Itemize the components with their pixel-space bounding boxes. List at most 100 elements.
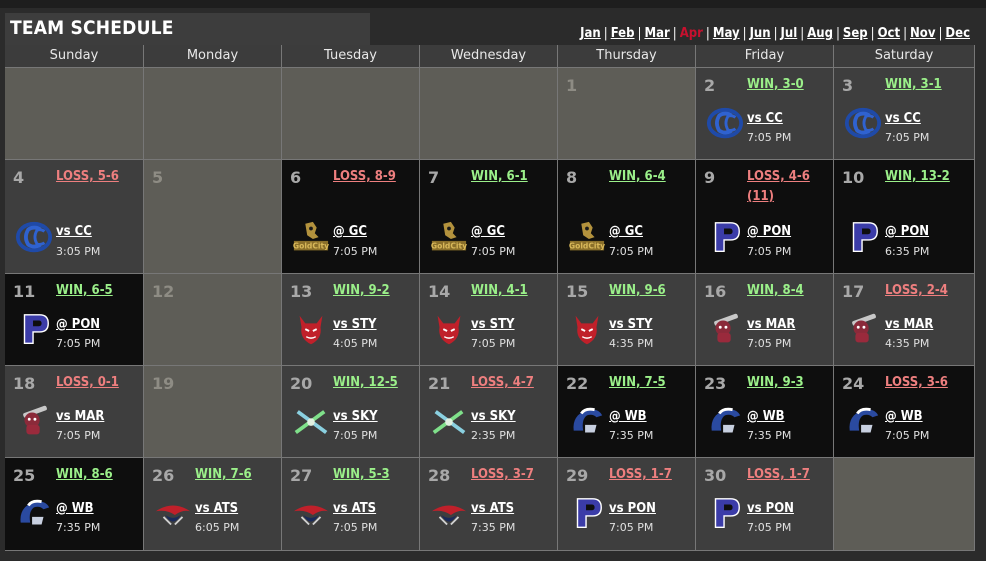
month-link-nov[interactable]: Nov (910, 26, 936, 41)
day-cell-30[interactable]: 30 LOSS, 1-7 vs PON 7:05 PM (696, 458, 833, 550)
opponent-link[interactable]: @ WB (56, 501, 94, 516)
day-cell-10[interactable]: 10 WIN, 13-2 @ PON 6:35 PM (834, 160, 974, 273)
game-result-link[interactable]: LOSS, 4-6 (11) (747, 169, 810, 204)
day-cell-15[interactable]: 15 WIN, 9-6 vs STY 4:35 PM (558, 274, 695, 365)
opponent-link[interactable]: vs STY (471, 317, 515, 332)
weekday-header-friday: Friday (696, 45, 834, 67)
opponent-link[interactable]: vs ATS (333, 501, 377, 516)
opponent-link[interactable]: vs CC (56, 224, 92, 239)
game-result-link[interactable]: WIN, 9-2 (333, 283, 390, 298)
month-link-apr[interactable]: Apr (679, 26, 703, 41)
opponent-link[interactable]: @ WB (747, 409, 785, 424)
month-link-may[interactable]: May (712, 26, 740, 41)
game-result-link[interactable]: LOSS, 1-7 (747, 467, 810, 482)
month-link-jun[interactable]: Jun (749, 26, 771, 41)
game-result-link[interactable]: WIN, 8-6 (56, 467, 113, 482)
opponent-link[interactable]: @ GC (333, 224, 367, 239)
month-link-aug[interactable]: Aug (807, 26, 833, 41)
day-number: 8 (566, 168, 578, 187)
day-cell-3[interactable]: 3 WIN, 3-1 vs CC 7:05 PM (834, 68, 974, 159)
day-cell-7[interactable]: 7 WIN, 6-1 GoldCity @ GC 7:05 PM (420, 160, 557, 273)
game-result-link[interactable]: WIN, 8-4 (747, 283, 804, 298)
opponent-link[interactable]: vs PON (747, 501, 794, 516)
day-cell-1: 1 (558, 68, 695, 159)
day-cell-26[interactable]: 26 WIN, 7-6 vs ATS 6:05 PM (144, 458, 281, 550)
month-link-dec[interactable]: Dec (945, 26, 970, 41)
opponent-link[interactable]: vs SKY (333, 409, 378, 424)
game-result-link[interactable]: WIN, 6-4 (609, 169, 666, 184)
opponent-link[interactable]: @ WB (609, 409, 647, 424)
day-cell-28[interactable]: 28 LOSS, 3-7 vs ATS 7:35 PM (420, 458, 557, 550)
day-cell-14[interactable]: 14 WIN, 4-1 vs STY 7:05 PM (420, 274, 557, 365)
day-cell-2[interactable]: 2 WIN, 3-0 vs CC 7:05 PM (696, 68, 833, 159)
opponent-link[interactable]: vs CC (747, 111, 783, 126)
game-result-link[interactable]: WIN, 6-5 (56, 283, 113, 298)
opponent-link[interactable]: @ PON (747, 224, 792, 239)
game-result-link[interactable]: LOSS, 0-1 (56, 375, 119, 390)
day-cell-8[interactable]: 8 WIN, 6-4 GoldCity @ GC 7:05 PM (558, 160, 695, 273)
day-cell-blank (5, 68, 143, 159)
opponent-link[interactable]: vs STY (333, 317, 377, 332)
day-cell-9[interactable]: 9 LOSS, 4-6 (11) @ PON 7:05 PM (696, 160, 833, 273)
game-result-link[interactable]: WIN, 12-5 (333, 375, 398, 390)
opponent-link[interactable]: @ GC (471, 224, 505, 239)
opponent-link[interactable]: vs SKY (471, 409, 516, 424)
game-result-link[interactable]: WIN, 13-2 (885, 169, 950, 184)
day-cell-16[interactable]: 16 WIN, 8-4 vs MAR 7:05 PM (696, 274, 833, 365)
day-cell-11[interactable]: 11 WIN, 6-5 @ PON 7:05 PM (5, 274, 143, 365)
day-cell-18[interactable]: 18 LOSS, 0-1 vs MAR 7:05 PM (5, 366, 143, 457)
opponent-link[interactable]: vs STY (609, 317, 653, 332)
opponent-link[interactable]: vs MAR (885, 317, 934, 332)
day-cell-23[interactable]: 23 WIN, 9-3 @ WB 7:35 PM (696, 366, 833, 457)
game-result-link[interactable]: WIN, 9-6 (609, 283, 666, 298)
day-cell-27[interactable]: 27 WIN, 5-3 vs ATS 7:05 PM (282, 458, 419, 550)
weekday-header-saturday: Saturday (834, 45, 975, 67)
month-link-jul[interactable]: Jul (780, 26, 798, 41)
month-link-feb[interactable]: Feb (610, 26, 635, 41)
game-result-link[interactable]: WIN, 5-3 (333, 467, 390, 482)
opponent-link[interactable]: @ GC (609, 224, 643, 239)
weekday-header-monday: Monday (144, 45, 282, 67)
month-link-sep[interactable]: Sep (842, 26, 868, 41)
day-cell-21[interactable]: 21 LOSS, 4-7 vs SKY 2:35 PM (420, 366, 557, 457)
opponent-link[interactable]: @ PON (56, 317, 101, 332)
game-result-link[interactable]: WIN, 9-3 (747, 375, 804, 390)
day-cell-25[interactable]: 25 WIN, 8-6 @ WB 7:35 PM (5, 458, 143, 550)
game-result-link[interactable]: WIN, 7-6 (195, 467, 252, 482)
game-result-link[interactable]: WIN, 7-5 (609, 375, 666, 390)
game-result-link[interactable]: WIN, 3-1 (885, 77, 942, 92)
month-link-oct[interactable]: Oct (877, 26, 901, 41)
opponent-link[interactable]: vs MAR (747, 317, 796, 332)
svg-text:GoldCity: GoldCity (569, 241, 605, 250)
day-number: 22 (566, 374, 589, 393)
opponent-link[interactable]: vs CC (885, 111, 921, 126)
game-result-link[interactable]: WIN, 3-0 (747, 77, 804, 92)
day-cell-4[interactable]: 4 LOSS, 5-6 vs CC 3:05 PM (5, 160, 143, 273)
game-result-link[interactable]: LOSS, 2-4 (885, 283, 948, 298)
day-cell-17[interactable]: 17 LOSS, 2-4 vs MAR 4:35 PM (834, 274, 974, 365)
day-cell-24[interactable]: 24 LOSS, 3-6 @ WB 7:05 PM (834, 366, 974, 457)
opponent-link[interactable]: vs MAR (56, 409, 105, 424)
game-time: 7:05 PM (885, 429, 930, 442)
month-link-mar[interactable]: Mar (644, 26, 670, 41)
game-result-link[interactable]: WIN, 6-1 (471, 169, 528, 184)
game-result-link[interactable]: LOSS, 5-6 (56, 169, 119, 184)
game-result-link[interactable]: LOSS, 4-7 (471, 375, 534, 390)
game-time: 7:05 PM (747, 521, 792, 534)
opponent-link[interactable]: @ WB (885, 409, 923, 424)
opponent-link[interactable]: vs PON (609, 501, 656, 516)
day-cell-6[interactable]: 6 LOSS, 8-9 GoldCity @ GC 7:05 PM (282, 160, 419, 273)
game-result-link[interactable]: WIN, 4-1 (471, 283, 528, 298)
day-cell-13[interactable]: 13 WIN, 9-2 vs STY 4:05 PM (282, 274, 419, 365)
game-result-link[interactable]: LOSS, 3-7 (471, 467, 534, 482)
opponent-link[interactable]: vs ATS (471, 501, 515, 516)
game-result-link[interactable]: LOSS, 8-9 (333, 169, 396, 184)
opponent-link[interactable]: @ PON (885, 224, 930, 239)
month-link-jan[interactable]: Jan (580, 26, 601, 41)
day-cell-20[interactable]: 20 WIN, 12-5 vs SKY 7:05 PM (282, 366, 419, 457)
game-result-link[interactable]: LOSS, 3-6 (885, 375, 948, 390)
opponent-link[interactable]: vs ATS (195, 501, 239, 516)
day-cell-29[interactable]: 29 LOSS, 1-7 vs PON 7:05 PM (558, 458, 695, 550)
game-result-link[interactable]: LOSS, 1-7 (609, 467, 672, 482)
day-cell-22[interactable]: 22 WIN, 7-5 @ WB 7:35 PM (558, 366, 695, 457)
